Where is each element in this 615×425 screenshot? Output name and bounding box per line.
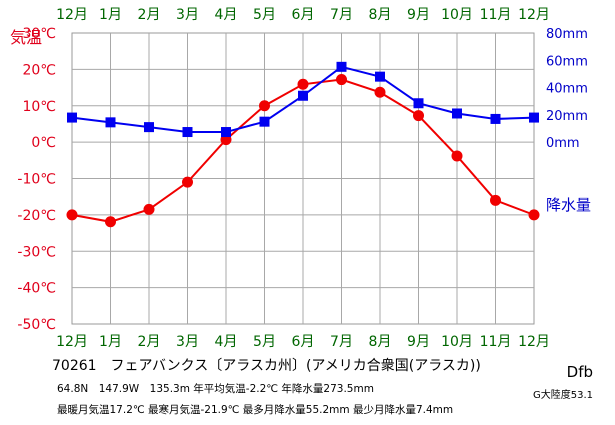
month-label-bottom: 11月 [480, 334, 512, 350]
month-label-top: 5月 [253, 7, 276, 23]
month-label-top: 8月 [369, 7, 392, 23]
monthly-extremes: 最暖月気温17.2℃ 最寒月気温-21.9℃ 最多月降水量55.2mm 最少月降… [57, 404, 454, 416]
month-label-bottom: 6月 [292, 334, 315, 350]
precipitation-point [105, 117, 116, 128]
month-label-bottom: 12月 [56, 334, 88, 350]
precipitation-ticks: 80mm 60mm 40mm 20mm 0mm [546, 27, 588, 151]
temperature-point [297, 78, 309, 90]
temperature-point [182, 176, 193, 188]
temperature-point [336, 74, 347, 86]
month-label-top: 1月 [99, 7, 122, 23]
month-label-bottom: 8月 [369, 334, 392, 350]
temperature-tick-label: 10℃ [22, 99, 56, 115]
temperature-point [374, 86, 386, 98]
month-label-top: 4月 [215, 7, 238, 23]
temperature-point [105, 216, 116, 228]
precipitation-point [336, 61, 347, 72]
month-label-top: 9月 [407, 7, 430, 23]
month-label-bottom: 4月 [215, 334, 238, 350]
precipitation-tick-label: 40mm [546, 82, 588, 97]
precipitation-axis-title: 降水量 [546, 196, 591, 214]
grid [71, 32, 535, 325]
temperature-tick-label: -20℃ [17, 208, 56, 224]
temperature-point [66, 209, 78, 221]
temperature-point [259, 100, 270, 112]
temperature-axis-title: 気温 [10, 28, 42, 47]
temperature-ticks: 30℃ 20℃ 10℃ 0℃ -10℃ -20℃ -30℃ -40℃ -50℃ [17, 26, 56, 333]
precipitation-point [452, 108, 462, 119]
month-label-bottom: 10月 [441, 334, 473, 350]
series-markers [66, 61, 540, 228]
temperature-point [413, 110, 424, 122]
month-label-top: 7月 [330, 7, 353, 23]
month-label-top: 2月 [138, 7, 161, 23]
temperature-tick-label: 0℃ [31, 135, 56, 151]
month-label-top: 10月 [441, 7, 473, 23]
station-name: 70261 フェアバンクス〔アラスカ州〕(アメリカ合衆国(アラスカ)) [52, 358, 481, 374]
month-label-top: 12月 [518, 7, 550, 23]
climate-classification: Dfb [566, 363, 593, 381]
temperature-point [451, 150, 463, 162]
station-coordinates: 64.8N 147.9W 135.3m 年平均気温-2.2℃ 年降水量273.5… [57, 383, 374, 395]
precipitation-point [298, 90, 308, 101]
temperature-tick-label: 30℃ [22, 26, 56, 42]
month-label-bottom: 12月 [518, 334, 550, 350]
month-label-bottom: 3月 [176, 334, 199, 350]
month-label-top: 12月 [56, 7, 88, 23]
precipitation-point [413, 98, 424, 109]
precipitation-point [67, 112, 77, 123]
temperature-tick-label: 20℃ [22, 62, 56, 78]
temperature-tick-label: -30℃ [17, 244, 56, 260]
precipitation-point [490, 113, 501, 124]
temperature-tick-label: -50℃ [17, 317, 56, 333]
month-label-top: 6月 [292, 7, 315, 23]
precipitation-point [182, 127, 193, 138]
month-label-top: 11月 [480, 7, 512, 23]
precipitation-point [375, 71, 385, 82]
month-label-bottom: 5月 [253, 334, 276, 350]
continentality-index: G大陸度53.1 [532, 390, 593, 401]
month-label-bottom: 9月 [407, 334, 430, 350]
precipitation-point [259, 116, 270, 127]
precipitation-tick-label: 0mm [546, 136, 580, 151]
precipitation-point [221, 127, 231, 138]
bottom-month-labels: 12月 1月 2月 3月 4月 5月 6月 7月 8月 9月 10月 11月 12月 [56, 334, 550, 350]
month-label-bottom: 2月 [138, 334, 161, 350]
top-month-labels: 12月 1月 2月 3月 4月 5月 6月 7月 8月 9月 10月 11月 12月 [56, 7, 550, 23]
temperature-point [490, 194, 501, 206]
month-label-bottom: 1月 [99, 334, 122, 350]
precipitation-tick-label: 20mm [546, 109, 588, 124]
month-label-top: 3月 [176, 7, 199, 23]
precipitation-point [144, 122, 154, 133]
precipitation-point [529, 112, 539, 123]
temperature-point [143, 203, 155, 215]
precipitation-tick-label: 80mm [546, 27, 588, 42]
month-label-bottom: 7月 [330, 334, 353, 350]
temperature-tick-label: -10℃ [17, 172, 56, 188]
precipitation-tick-label: 60mm [546, 54, 588, 69]
temperature-point [528, 209, 540, 221]
temperature-tick-label: -40℃ [17, 281, 56, 297]
